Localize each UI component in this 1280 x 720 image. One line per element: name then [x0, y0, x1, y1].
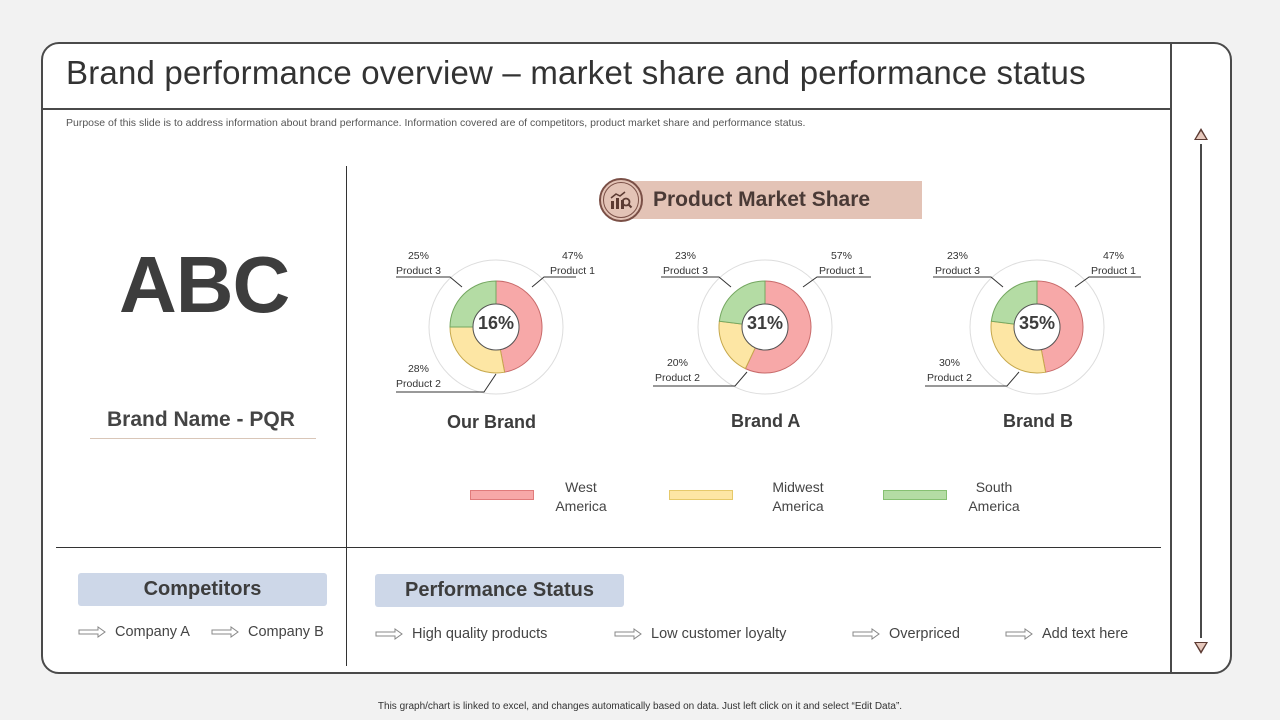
donut-center-value: 31%: [746, 313, 784, 333]
performance-item: Overpriced: [852, 626, 960, 642]
arrow-right-icon: [211, 626, 239, 638]
donut-chart-brand-b: 47% Product 1 23% Product 3 30% Product 2 3…: [925, 244, 1145, 404]
legend-label-south: South America: [968, 479, 1020, 514]
competitor-item: Company A: [78, 624, 190, 640]
product3-share: 25% Product 3: [396, 250, 441, 277]
donut-svg: [925, 259, 1141, 395]
page-title: Brand performance overview – market shar…: [66, 54, 1086, 91]
chart-label-brand-a: Brand A: [731, 411, 801, 431]
title-divider: [43, 108, 1171, 110]
donut-chart-our-brand: 47% Product 1 25% Product 3 28% Product 2 1…: [384, 244, 604, 404]
donut-center-value: 35%: [1018, 313, 1056, 333]
legend-label-west: West America: [555, 479, 607, 514]
arrow-right-icon: [375, 628, 403, 640]
brand-name-underline: [90, 438, 316, 439]
arrow-right-icon: [852, 628, 880, 640]
grid-horizontal-divider: [56, 547, 1161, 548]
arrow-right-icon: [1005, 628, 1033, 640]
arrow-right-icon: [614, 628, 642, 640]
product2-share: 20% Product 2: [655, 357, 700, 384]
chart-label-brand-b: Brand B: [1003, 411, 1074, 431]
brand-name: Brand Name - PQR: [107, 408, 295, 431]
donut-svg: [396, 259, 576, 395]
page-subtitle: Purpose of this slide is to address info…: [66, 117, 806, 129]
product1-share: 57% Product 1: [819, 250, 864, 277]
performance-status-heading: Performance Status: [375, 574, 624, 607]
donut-center-value: 16%: [477, 313, 515, 333]
scroll-up-icon[interactable]: [1194, 128, 1208, 140]
donut-svg: [653, 259, 871, 395]
section-title-banner: Product Market Share: [632, 181, 922, 219]
donut-hole: [1013, 303, 1061, 351]
product1-share: 47% Product 1: [550, 250, 595, 277]
performance-item: High quality products: [375, 626, 547, 642]
arrow-right-icon: [78, 626, 106, 638]
chart-search-icon: [599, 178, 643, 222]
donut-hole: [741, 303, 789, 351]
donut-chart-brand-a: 57% Product 1 23% Product 3 20% Product 2 3…: [653, 244, 873, 404]
product3-share: 23% Product 3: [935, 250, 980, 277]
performance-item: Add text here: [1005, 626, 1128, 642]
legend-swatch-midwest: [669, 490, 733, 500]
product1-share: 47% Product 1: [1091, 250, 1136, 277]
competitors-heading: Competitors: [78, 573, 327, 606]
product3-share: 23% Product 3: [663, 250, 708, 277]
section-title: Product Market Share: [653, 188, 871, 211]
brand-logo-text: ABC: [119, 240, 290, 329]
legend-swatch-south: [883, 490, 947, 500]
product2-share: 30% Product 2: [927, 357, 972, 384]
legend-swatch-west: [470, 490, 534, 500]
performance-item: Low customer loyalty: [614, 626, 786, 642]
slide-frame: Brand performance overview – market shar…: [41, 42, 1232, 674]
scrollbar-track[interactable]: [1200, 144, 1202, 638]
grid-vertical-divider: [346, 166, 347, 666]
donut-hole: [472, 303, 520, 351]
chart-label-our-brand: Our Brand: [447, 412, 537, 432]
footer-note: This graph/chart is linked to excel, and…: [377, 701, 903, 712]
product2-share: 28% Product 2: [396, 363, 441, 390]
competitor-item: Company B: [211, 624, 324, 640]
legend-label-midwest: Midwest America: [772, 479, 824, 514]
scroll-divider: [1170, 44, 1172, 672]
scroll-down-icon[interactable]: [1194, 642, 1208, 654]
